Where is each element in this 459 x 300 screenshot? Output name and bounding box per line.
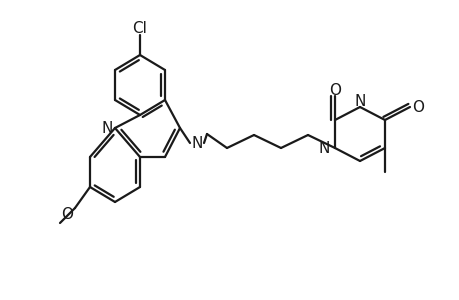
Text: N: N [353, 94, 365, 109]
Text: N: N [191, 136, 202, 151]
Text: N: N [318, 140, 329, 155]
Text: Cl: Cl [132, 21, 147, 36]
Text: N: N [101, 121, 113, 136]
Text: O: O [328, 83, 340, 98]
Text: O: O [61, 207, 73, 222]
Text: O: O [411, 100, 423, 115]
